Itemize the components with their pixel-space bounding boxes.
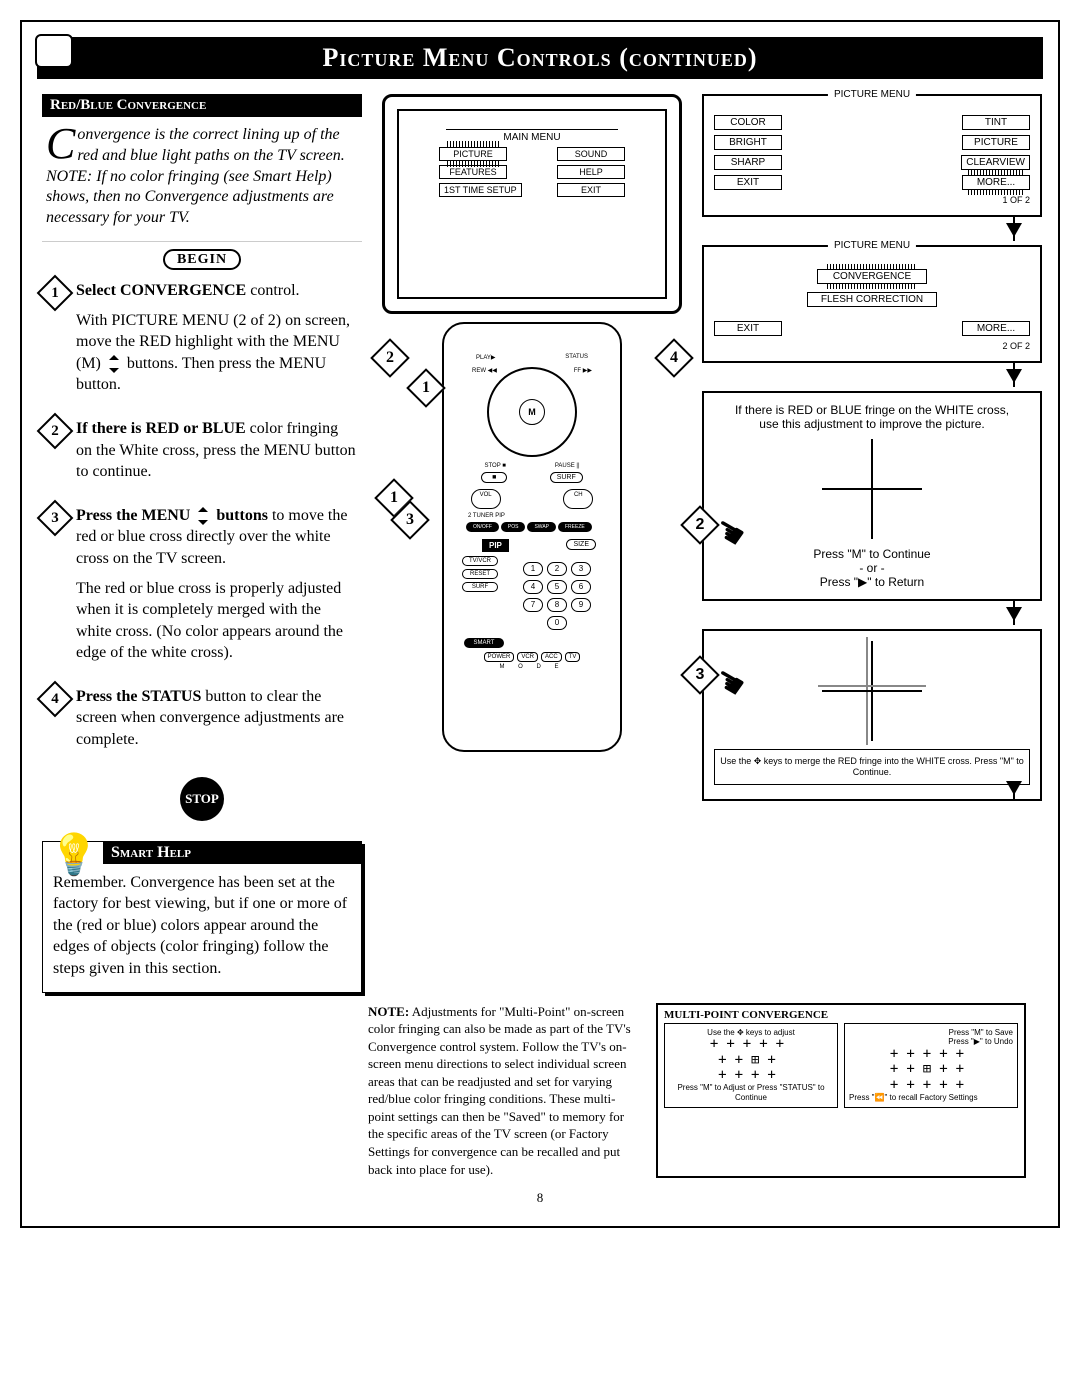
step-number-icon: 1 [37,275,74,312]
multi-right-panel: Press "M" to Save Press "▶" to Undo ++++… [844,1023,1018,1108]
step-1: 1 Select CONVERGENCE control. With PICTU… [42,276,362,414]
right-column: PICTURE MENU COLORTINT BRIGHTPICTURE SHA… [702,94,1042,993]
stop-badge: STOP [42,777,362,821]
tv-menu-item: FEATURES [439,165,507,179]
bottom-note: NOTE: Adjustments for "Multi-Point" on-s… [362,1003,642,1178]
remote-button: ■ [481,472,507,483]
callout-diamond: 2 [370,338,410,378]
page-title-bar: Picture Menu Controls (continued) [37,37,1043,79]
columns: Red/Blue Convergence C onvergence is the… [22,79,1058,993]
convergence-hint-box: 2 ☛ If there is RED or BLUE fringe on th… [702,391,1042,601]
remote-button: SURF [550,472,583,483]
pip-label: PIP [482,539,509,552]
multi-point-box: MULTI-POINT CONVERGENCE Use the ✥ keys t… [656,1003,1026,1178]
red-hint-text: Use the ✥ keys to merge the RED fringe i… [714,749,1030,785]
arrow-down-icon [1006,369,1022,383]
step-3: 3 Press the MENU buttons to move the red… [42,501,362,682]
remote-ch: CH [563,489,593,509]
page-title: Picture Menu Controls (continued) [322,43,757,72]
callout-diamond: 4 [654,338,694,378]
remote-control: PLAY▶STATUS M REW ◀◀FF ▶▶ STOP ■PAUSE ||… [442,322,622,752]
remote-m-button: M [519,399,545,425]
tv-screen-box: MAIN MENU PICTURESOUND FEATURESHELP 1ST … [382,94,682,314]
page: Picture Menu Controls (continued) Red/Bl… [20,20,1060,1228]
tv-menu-item: HELP [557,165,625,179]
step-number-icon: 3 [37,499,74,536]
callout-diamond: 1 [406,368,446,408]
begin-badge: BEGIN [42,250,362,268]
step-number-icon: 2 [37,413,74,450]
tv-menu-item: 1ST TIME SETUP [439,183,522,197]
arrow-down-icon [1006,607,1022,621]
page-number: 8 [22,1190,1058,1206]
dropcap: C [46,125,77,162]
smart-help-header: Smart Help [103,842,361,864]
left-column: Red/Blue Convergence C onvergence is the… [42,94,362,993]
step-2: 2 If there is RED or BLUE color fringing… [42,414,362,501]
pointing-hand-icon: ☛ [706,658,752,708]
arrow-down-icon [1006,223,1022,237]
bottom-row: NOTE: Adjustments for "Multi-Point" on-s… [22,993,1058,1178]
osd-picture-menu-1: PICTURE MENU COLORTINT BRIGHTPICTURE SHA… [702,94,1042,217]
tv-menu-item: PICTURE [439,147,507,161]
step-number-icon: 4 [37,681,74,718]
osd-picture-menu-2: PICTURE MENU CONVERGENCE FLESH CORRECTIO… [702,245,1042,363]
middle-column: MAIN MENU PICTURESOUND FEATURESHELP 1ST … [382,94,682,993]
lightbulb-icon: 💡 [49,828,99,882]
multi-left-panel: Use the ✥ keys to adjust +++++ ++⊞+ ++++… [664,1023,838,1108]
intro-text: onvergence is the correct lining up of t… [46,126,345,226]
red-cross-box: 3 ☛ Use the ✥ keys to merge the RED frin… [702,629,1042,801]
remote-keypad: 123 456 789 0 [523,562,591,630]
cross-icon [822,641,922,741]
tv-menu-item: EXIT [557,183,625,197]
tv-icon [35,34,73,68]
smart-help-body: 💡 Remember. Convergence has been set at … [43,864,361,992]
intro-paragraph: C onvergence is the correct lining up of… [42,117,362,242]
section-header: Red/Blue Convergence [42,94,362,117]
tv-screen: MAIN MENU PICTURESOUND FEATURESHELP 1ST … [397,109,667,299]
tv-menu-item: SOUND [557,147,625,161]
cross-icon [822,439,922,539]
step-4: 4 Press the STATUS button to clear the s… [42,682,362,769]
menu-arrows-icon [194,509,212,523]
remote-vol: VOL [471,489,501,509]
menu-arrows-icon [105,357,123,371]
remote-m-ring: M [487,367,577,457]
smart-help-box: Smart Help 💡 Remember. Convergence has b… [42,841,362,993]
